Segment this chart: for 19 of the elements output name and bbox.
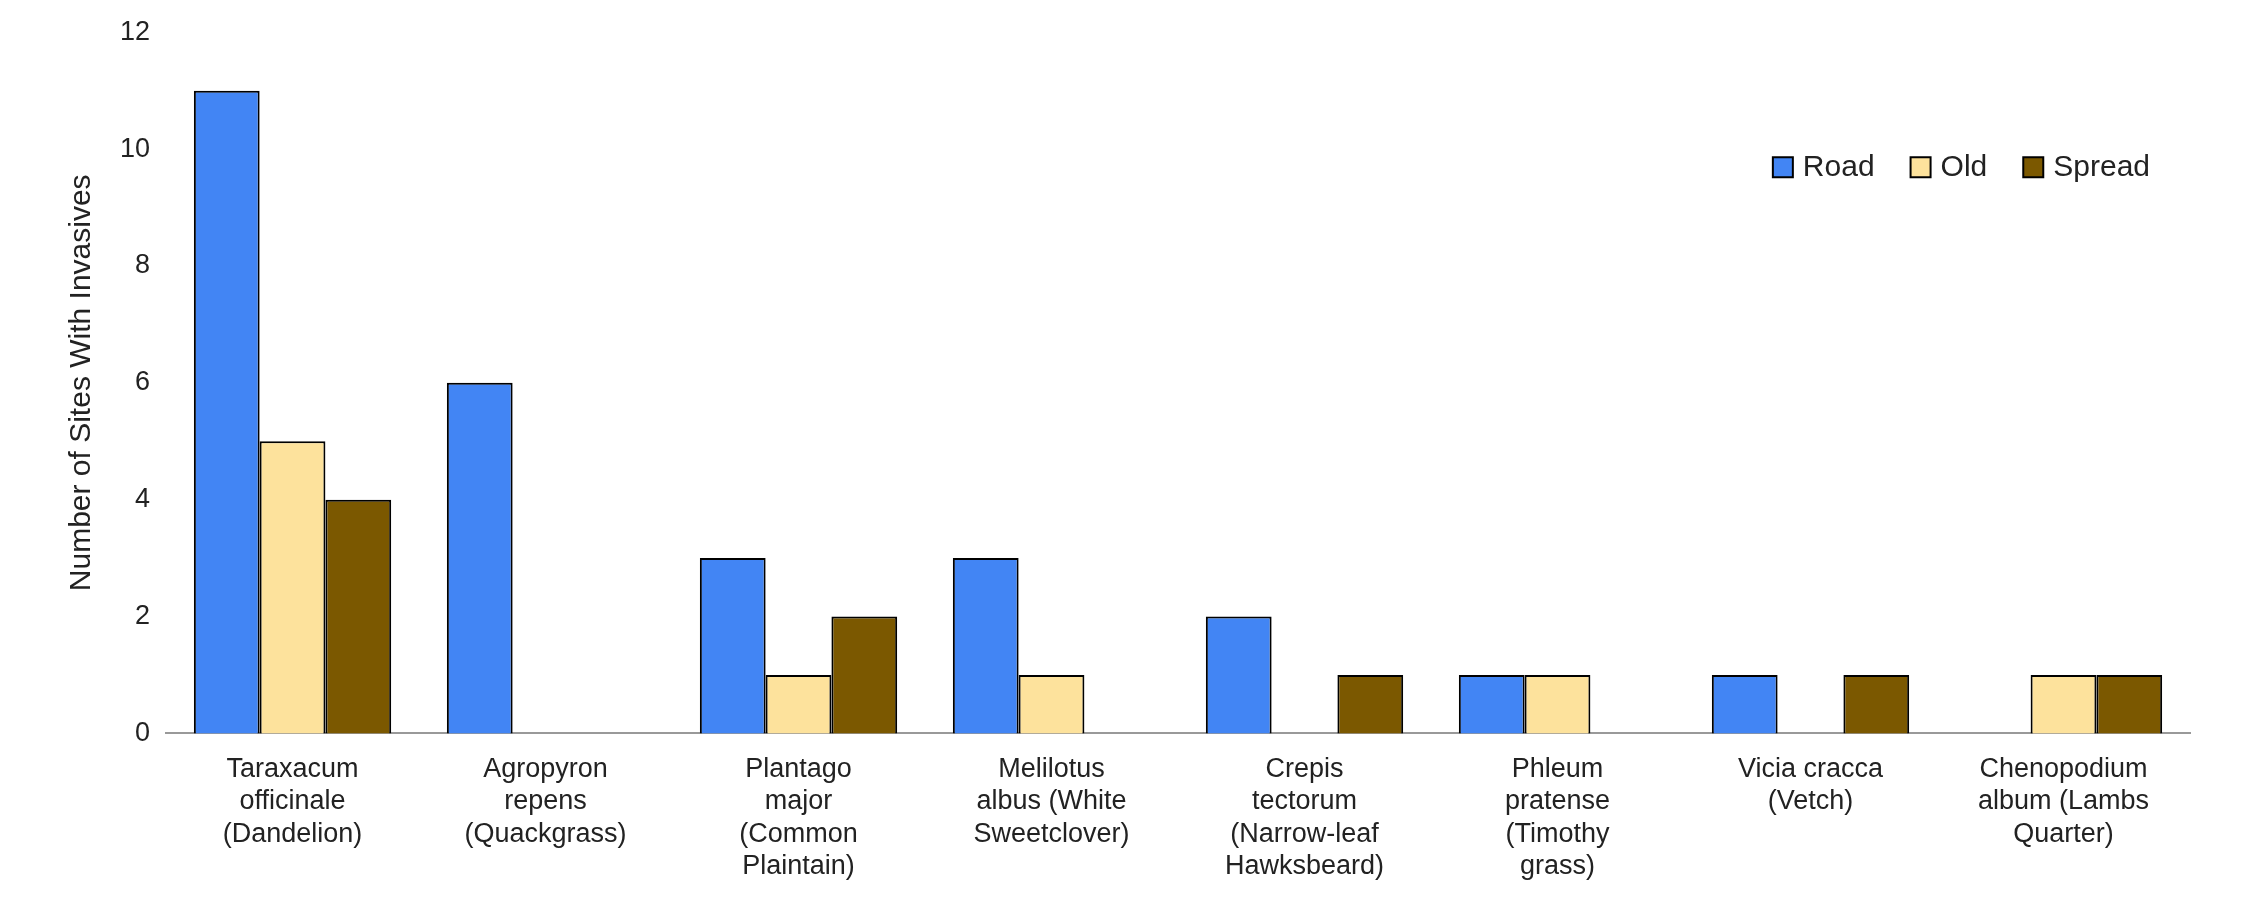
legend-label: Old (1940, 149, 1988, 183)
x-tick-label: Melilotus albus (White Sweetclover) (973, 753, 1130, 848)
x-tick-label: Vicia cracca (Vetch) (1737, 753, 1885, 816)
legend-label: Spread (2053, 149, 2151, 183)
y-tick-label: 2 (135, 599, 151, 630)
x-tick-label: Phleum pratense (Timothy grass) (1504, 753, 1611, 881)
y-tick-label: 8 (135, 249, 151, 280)
x-tick-label: Taraxacum officinale (Dandelion) (222, 753, 363, 848)
x-tick-label: Agropyron repens (Quackgrass) (464, 753, 627, 848)
x-tick-label: Plantago major (Common Plaintain) (739, 753, 858, 881)
y-tick-label: 4 (135, 483, 151, 514)
y-tick-label: 10 (119, 132, 151, 163)
x-tick-label: Crepis tectorum (Narrow-leaf Hawksbeard) (1224, 753, 1385, 881)
y-axis-title: Number of Sites With Invasives (63, 174, 97, 592)
y-tick-label: 0 (135, 716, 151, 747)
legend-label: Road (1802, 149, 1875, 183)
y-tick-label: 6 (135, 366, 151, 397)
x-tick-label: Chenopodium album (Lambs Quarter) (1977, 753, 2150, 848)
y-tick-label: 12 (119, 15, 151, 46)
